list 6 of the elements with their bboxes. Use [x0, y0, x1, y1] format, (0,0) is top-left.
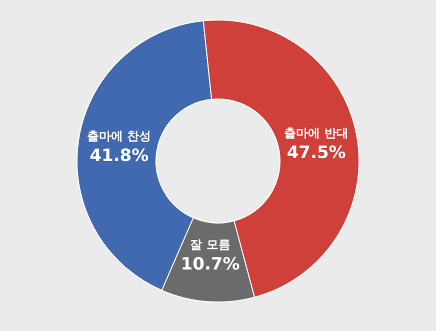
- data-label: 41.8%: [90, 146, 149, 166]
- data-label: 10.7%: [180, 254, 240, 275]
- slice-label: 잘 모름: [190, 238, 230, 252]
- slice-label: 출마에 반대: [284, 126, 348, 140]
- data-label: 47.5%: [286, 142, 346, 163]
- slice-label: 출마에 찬성: [87, 128, 152, 143]
